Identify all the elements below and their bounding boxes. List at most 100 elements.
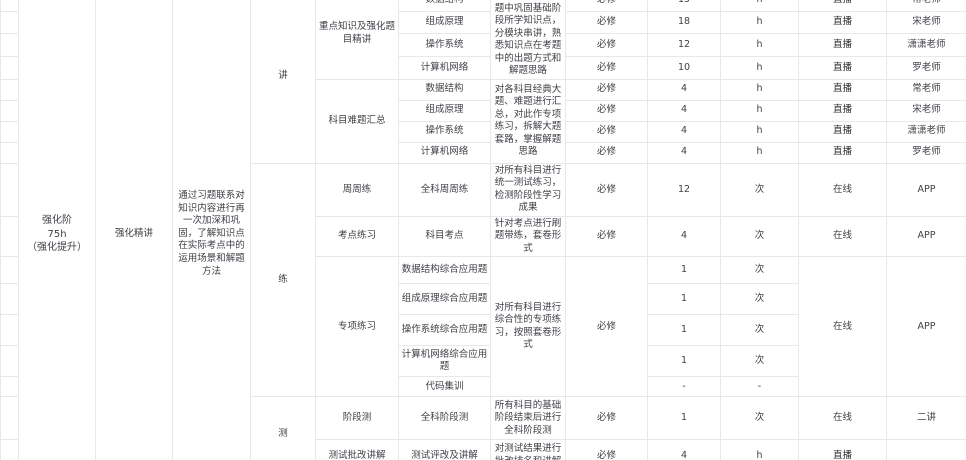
subject-cell: 测试评改及讲解: [398, 439, 491, 460]
spacer-cell: [0, 78, 19, 101]
spacer-cell: [0, 396, 19, 441]
stage-note: （强化提升）: [27, 241, 87, 253]
group-topic-cell: 重点知识及强化题目精讲: [315, 0, 399, 80]
unit-cell: h: [720, 120, 799, 143]
spacer-cell: [0, 256, 19, 285]
delivery-mode-cell: 直播: [798, 0, 887, 12]
table-row[interactable]: 计算机网络 必修 10 h 直播 罗老师: [0, 56, 966, 80]
unit-cell: h: [720, 33, 799, 58]
delivery-mode-cell: 直播: [798, 56, 887, 80]
quantity-cell: 18: [647, 10, 721, 35]
unit-cell: h: [720, 141, 799, 164]
spacer-cell: [0, 0, 19, 12]
table-row[interactable]: 组成原理综合应用题 1 次: [0, 283, 966, 316]
required-cell: 必修: [565, 120, 648, 143]
delivery-mode-cell: 直播: [798, 99, 887, 122]
teacher-cell: 潇潇老师: [886, 120, 966, 143]
table-row[interactable]: 组成原理 必修 18 h 直播 宋老师: [0, 10, 966, 35]
unit-cell: 次: [720, 314, 799, 347]
table-row[interactable]: 测 阶段测 全科阶段测 所有科目的基础阶段结束后进行全科阶段测 必修 1 次 在…: [0, 396, 966, 460]
stage-description-cell: 通过习题联系对知识内容进行再一次加深和巩固，了解知识点在实际考点中的运用场景和解…: [172, 0, 251, 460]
stage-hours: 75h: [47, 228, 67, 240]
spacer-cell: [0, 120, 19, 143]
group-topic-cell: 专项练习: [315, 256, 399, 398]
teacher-cell: 潇潇老师: [886, 33, 966, 58]
spacer-cell: [0, 56, 19, 80]
group-topic-cell: 阶段测: [315, 396, 399, 441]
table-row[interactable]: 计算机网络 必修 4 h 直播 罗老师: [0, 141, 966, 164]
table-row[interactable]: 组成原理 必修 4 h 直播 宋老师: [0, 99, 966, 122]
unit-cell: -: [720, 376, 799, 398]
purpose-cell: 所有科目的基础阶段结束后进行全科阶段测: [490, 396, 566, 441]
delivery-mode-cell: 直播: [798, 141, 887, 164]
unit-cell: h: [720, 99, 799, 122]
delivery-mode-cell: 直播: [798, 439, 887, 460]
unit-cell: 次: [720, 215, 799, 258]
quantity-cell: 12: [647, 33, 721, 58]
group-topic-cell: 考点练习: [315, 215, 399, 258]
subject-cell: 数据结构综合应用题: [398, 256, 491, 285]
unit-cell: h: [720, 78, 799, 101]
teacher-cell: APP: [886, 162, 966, 217]
group-type-cell-lian: 练: [250, 162, 316, 398]
table-row[interactable]: 代码集训 - -: [0, 376, 966, 398]
unit-cell: 次: [720, 345, 799, 378]
delivery-mode-cell: 在线: [798, 162, 887, 217]
subject-cell: 操作系统: [398, 33, 491, 58]
unit-cell: 次: [720, 283, 799, 316]
quantity-cell: 4: [647, 215, 721, 258]
teacher-cell: APP: [886, 215, 966, 258]
quantity-cell: 4: [647, 120, 721, 143]
delivery-mode-cell: 直播: [798, 120, 887, 143]
spacer-cell: [0, 33, 19, 58]
delivery-mode-cell: 直播: [798, 33, 887, 58]
required-cell: 必修: [565, 99, 648, 122]
teacher-cell: 罗老师: [886, 141, 966, 164]
table-row[interactable]: 科目难题汇总 数据结构 对各科目经典大题、难题进行汇总，对此作专项练习，拆解大题…: [0, 78, 966, 164]
quantity-cell: 4: [647, 439, 721, 460]
spacer-cell: [0, 439, 19, 460]
unit-cell: 次: [720, 256, 799, 285]
delivery-mode-cell: 直播: [798, 78, 887, 101]
subject-cell: 操作系统: [398, 120, 491, 143]
teacher-cell: APP: [886, 256, 966, 398]
delivery-mode-cell: 直播: [798, 10, 887, 35]
unit-cell: h: [720, 439, 799, 460]
quantity-cell: 4: [647, 99, 721, 122]
spacer-cell: [0, 10, 19, 35]
group-topic-cell: 科目难题汇总: [315, 78, 399, 164]
quantity-cell: 15: [647, 0, 721, 12]
required-cell: 必修: [565, 0, 648, 12]
table-row[interactable]: 操作系统综合应用题 1 次: [0, 314, 966, 347]
quantity-cell: 1: [647, 314, 721, 347]
table-row[interactable]: 练 周周练 全科周周练 对所有科目进行统一测试练习，检测阶段性学习成果 必修 1…: [0, 162, 966, 398]
subject-cell: 代码集训: [398, 376, 491, 398]
group-type-cell-jiang: 讲: [250, 0, 316, 164]
spacer-cell: [0, 283, 19, 316]
group-topic-cell: 测试批改讲解: [315, 439, 399, 460]
required-cell: 必修: [565, 56, 648, 80]
unit-cell: h: [720, 56, 799, 80]
unit-cell: 次: [720, 396, 799, 441]
teacher-cell: 二讲: [886, 396, 966, 441]
quantity-cell: 1: [647, 396, 721, 441]
purpose-cell: 对所有科目进行综合性的专项练习，按照套卷形式: [490, 256, 566, 398]
quantity-cell: 1: [647, 283, 721, 316]
teacher-cell: 宋老师: [886, 99, 966, 122]
purpose-cell: 针对考点进行刷题带练，套卷形式: [490, 215, 566, 258]
spacer-cell: [0, 162, 19, 217]
quantity-cell: 10: [647, 56, 721, 80]
table-row[interactable]: 专项练习 数据结构综合应用题 对所有科目进行综合性的专项练习，按照套卷形式 必修…: [0, 256, 966, 398]
quantity-cell: 1: [647, 256, 721, 285]
teacher-cell: 常老师: [886, 0, 966, 12]
subject-cell: 组成原理: [398, 99, 491, 122]
purpose-cell: 对所有科目进行统一测试练习，检测阶段性学习成果: [490, 162, 566, 217]
required-cell: 必修: [565, 78, 648, 101]
table-row[interactable]: 测试批改讲解 测试评改及讲解 对测试结果进行批改排名和讲解 必修 4 h 直播: [0, 439, 966, 460]
required-cell: 必修: [565, 33, 648, 58]
subject-cell: 计算机网络: [398, 141, 491, 164]
table-row[interactable]: 考点练习 科目考点 针对考点进行刷题带练，套卷形式 必修 4 次 在线 APP: [0, 215, 966, 258]
